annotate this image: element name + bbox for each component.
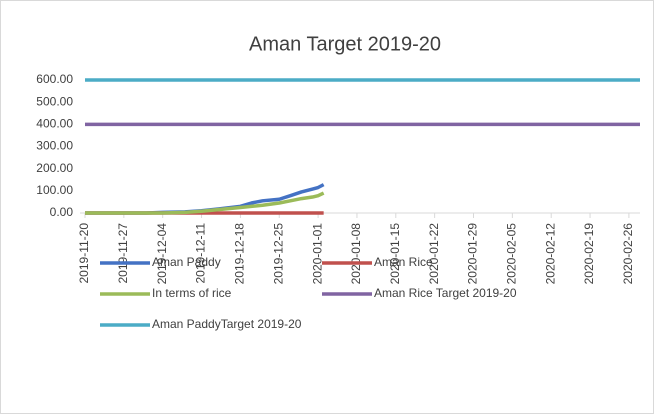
legend-label: Aman Rice Target 2019-20 [374,286,517,300]
x-tick-label: 2019-12-11 [194,223,208,284]
y-tick-label: 500.00 [36,94,73,108]
x-tick-label: 2020-01-08 [349,223,363,285]
y-tick-label: 600.00 [36,72,73,86]
x-tick-label: 2020-02-05 [505,223,519,285]
x-tick-label: 2020-02-26 [621,223,635,285]
x-tick-label: 2019-11-20 [77,223,91,284]
x-tick-label: 2019-12-18 [233,223,247,285]
legend-label: In terms of rice [152,286,232,300]
x-tick-label: 2020-01-15 [388,223,402,285]
x-tick-label: 2020-01-29 [466,223,480,285]
x-tick-label: 2020-01-22 [427,223,441,285]
x-tick-label: 2019-12-25 [271,223,285,285]
series-line [85,191,325,215]
y-tick-label: 400.00 [36,117,73,131]
y-tick-label: 100.00 [36,183,73,197]
chart-title: Aman Target 2019-20 [249,33,441,55]
y-tick-label: 0.00 [50,205,74,219]
y-tick-label: 300.00 [36,139,73,153]
x-tick-label: 2020-01-01 [310,223,324,285]
legend-label: Aman Paddy [152,255,221,269]
x-tick-label: 2020-02-19 [582,223,596,285]
x-tick-label: 2019-12-04 [155,223,169,285]
y-tick-label: 200.00 [36,161,73,175]
x-tick-label: 2019-11-27 [116,223,130,284]
legend-label: Aman PaddyTarget 2019-20 [152,317,302,331]
legend-label: Aman Rice [374,255,433,269]
x-tick-label: 2020-02-12 [543,223,557,285]
